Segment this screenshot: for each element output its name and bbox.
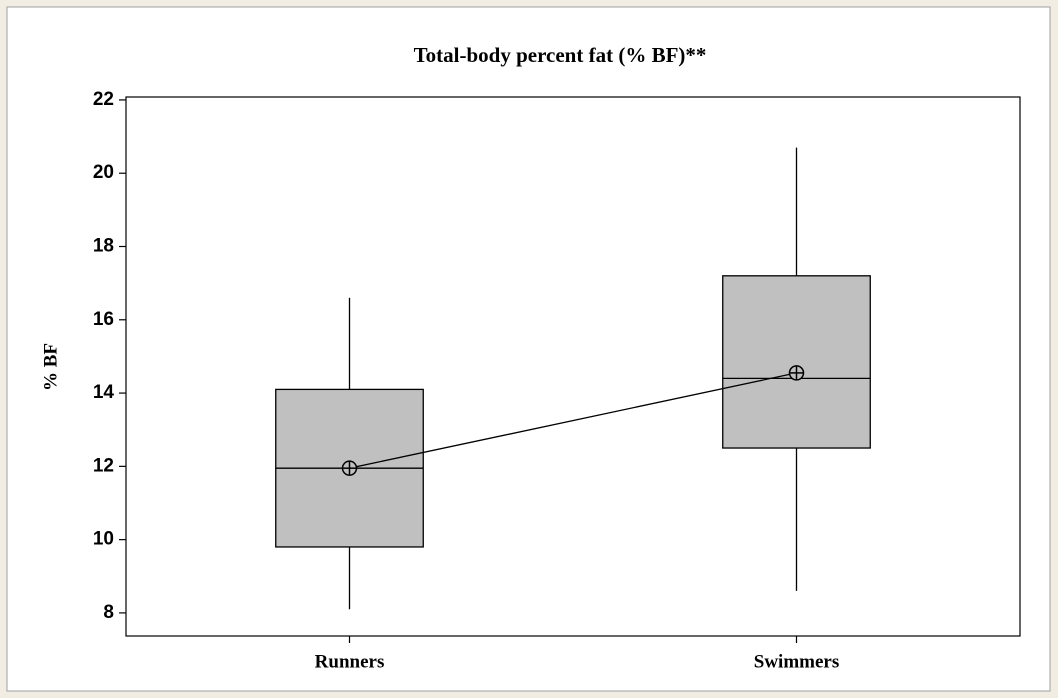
chart-title: Total-body percent fat (% BF)** — [414, 43, 707, 67]
mean-symbol — [788, 365, 805, 381]
mean-symbol — [341, 460, 358, 476]
y-tick-label: 20 — [93, 162, 114, 183]
y-tick-label: 18 — [93, 236, 114, 257]
y-tick-label: 12 — [93, 455, 114, 476]
y-tick-label: 8 — [103, 602, 114, 623]
y-tick-label: 16 — [93, 309, 114, 330]
y-tick-label: 22 — [93, 89, 114, 110]
box — [722, 275, 871, 449]
y-axis-label: % BF — [40, 343, 61, 391]
plot-frame — [125, 96, 1021, 637]
mean-connect-line — [349, 372, 797, 469]
y-tick-label: 10 — [93, 529, 114, 550]
y-tick-label: 14 — [93, 382, 115, 403]
x-tick-label: Runners — [315, 651, 385, 672]
chart-background — [6, 6, 1051, 692]
x-tick-label: Swimmers — [754, 651, 839, 672]
